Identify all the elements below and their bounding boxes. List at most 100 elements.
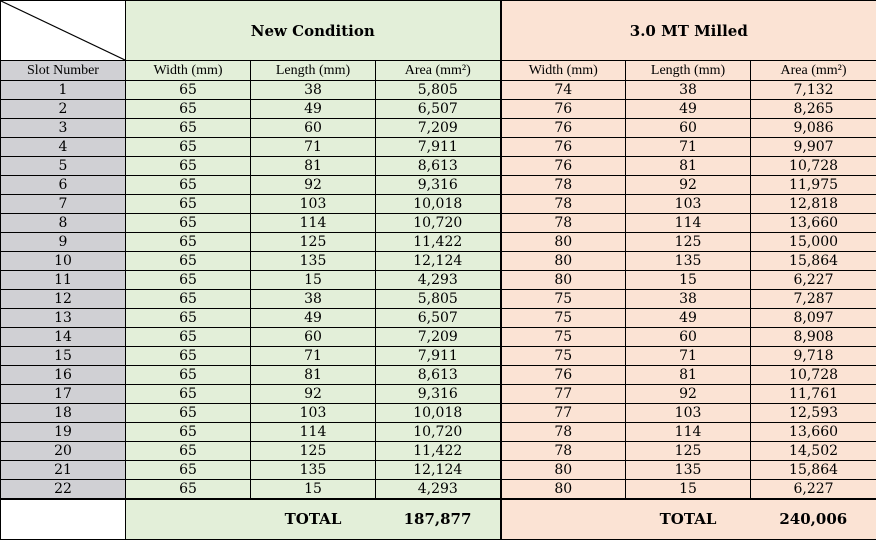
slot-number-cell: 21 [1, 461, 126, 480]
milled-width-cell: 76 [501, 157, 626, 176]
milled-length-cell: 125 [626, 233, 751, 252]
milled-width-cell: 76 [501, 119, 626, 138]
total-milled-label: TOTAL [626, 499, 751, 540]
milled-width-cell: 75 [501, 328, 626, 347]
milled-area-cell: 11,975 [751, 176, 876, 195]
new-width-header: Width (mm) [126, 61, 251, 81]
new-length-cell: 125 [251, 233, 376, 252]
slot-number-cell: 3 [1, 119, 126, 138]
new-length-cell: 49 [251, 100, 376, 119]
milled-area-cell: 8,097 [751, 309, 876, 328]
new-length-cell: 103 [251, 195, 376, 214]
new-area-cell: 10,720 [376, 214, 501, 233]
total-empty-cell [1, 499, 126, 540]
milled-length-cell: 71 [626, 347, 751, 366]
new-width-cell: 65 [126, 138, 251, 157]
new-width-cell: 65 [126, 366, 251, 385]
milled-length-cell: 71 [626, 138, 751, 157]
milled-area-cell: 10,728 [751, 157, 876, 176]
milled-width-cell: 77 [501, 404, 626, 423]
milled-area-cell: 8,265 [751, 100, 876, 119]
milled-length-cell: 49 [626, 100, 751, 119]
slot-number-cell: 20 [1, 442, 126, 461]
milled-area-cell: 10,728 [751, 366, 876, 385]
new-length-cell: 71 [251, 347, 376, 366]
new-length-cell: 60 [251, 119, 376, 138]
slot-number-cell: 2 [1, 100, 126, 119]
new-length-cell: 135 [251, 461, 376, 480]
milled-length-cell: 135 [626, 252, 751, 271]
new-width-cell: 65 [126, 195, 251, 214]
new-width-cell: 65 [126, 271, 251, 290]
new-area-cell: 7,209 [376, 328, 501, 347]
new-width-cell: 65 [126, 423, 251, 442]
new-length-cell: 92 [251, 176, 376, 195]
milled-width-cell: 74 [501, 81, 626, 100]
milled-width-cell: 80 [501, 461, 626, 480]
milled-width-cell: 76 [501, 366, 626, 385]
milled-length-cell: 38 [626, 81, 751, 100]
slot-number-cell: 18 [1, 404, 126, 423]
total-milled-spacer [501, 499, 626, 540]
milled-length-cell: 103 [626, 195, 751, 214]
milled-length-cell: 103 [626, 404, 751, 423]
new-area-cell: 11,422 [376, 233, 501, 252]
new-area-cell: 5,805 [376, 290, 501, 309]
new-area-cell: 10,720 [376, 423, 501, 442]
milled-width-cell: 77 [501, 385, 626, 404]
new-width-cell: 65 [126, 328, 251, 347]
milled-length-cell: 81 [626, 157, 751, 176]
milled-length-cell: 92 [626, 385, 751, 404]
new-width-cell: 65 [126, 214, 251, 233]
new-area-cell: 9,316 [376, 385, 501, 404]
milled-width-cell: 75 [501, 309, 626, 328]
milled-length-cell: 60 [626, 119, 751, 138]
new-area-cell: 6,507 [376, 100, 501, 119]
milled-width-cell: 75 [501, 290, 626, 309]
milled-width-cell: 76 [501, 138, 626, 157]
milled-area-cell: 15,000 [751, 233, 876, 252]
new-length-cell: 81 [251, 366, 376, 385]
corner-cell [1, 1, 126, 61]
milled-length-cell: 49 [626, 309, 751, 328]
new-area-cell: 4,293 [376, 480, 501, 499]
new-length-cell: 15 [251, 271, 376, 290]
new-width-cell: 65 [126, 480, 251, 499]
milled-area-cell: 12,593 [751, 404, 876, 423]
slot-number-cell: 6 [1, 176, 126, 195]
new-area-cell: 8,613 [376, 366, 501, 385]
milled-width-cell: 76 [501, 100, 626, 119]
slot-number-cell: 14 [1, 328, 126, 347]
milled-area-cell: 14,502 [751, 442, 876, 461]
milled-length-cell: 15 [626, 480, 751, 499]
new-width-cell: 65 [126, 290, 251, 309]
slot-number-cell: 13 [1, 309, 126, 328]
new-area-cell: 4,293 [376, 271, 501, 290]
milled-width-cell: 78 [501, 442, 626, 461]
total-milled-value: 240,006 [751, 499, 876, 540]
new-length-cell: 49 [251, 309, 376, 328]
milled-width-cell: 80 [501, 271, 626, 290]
milled-area-cell: 8,908 [751, 328, 876, 347]
new-width-cell: 65 [126, 100, 251, 119]
new-length-cell: 81 [251, 157, 376, 176]
slot-number-cell: 11 [1, 271, 126, 290]
total-new-spacer [126, 499, 251, 540]
new-length-cell: 103 [251, 404, 376, 423]
slot-number-cell: 17 [1, 385, 126, 404]
new-width-cell: 65 [126, 404, 251, 423]
milled-area-cell: 13,660 [751, 423, 876, 442]
slot-number-cell: 16 [1, 366, 126, 385]
slot-number-cell: 12 [1, 290, 126, 309]
new-width-cell: 65 [126, 157, 251, 176]
